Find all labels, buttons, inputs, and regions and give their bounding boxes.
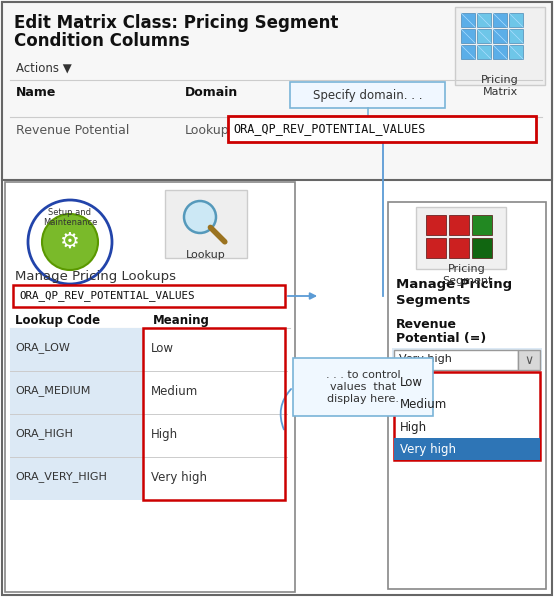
Bar (5, 182, 295, 592)
Bar (10, 328, 143, 371)
Text: Setup and
Maintenance: Setup and Maintenance (43, 208, 97, 227)
Bar (477, 45, 491, 59)
Text: ORA_LOW: ORA_LOW (15, 342, 70, 353)
Text: Actions ▼: Actions ▼ (16, 62, 72, 75)
Circle shape (28, 200, 112, 284)
Text: Lookup:: Lookup: (185, 124, 234, 137)
Circle shape (42, 214, 98, 270)
Text: Meaning: Meaning (153, 314, 210, 327)
Bar (449, 215, 469, 235)
Text: Low: Low (151, 342, 174, 355)
Circle shape (184, 201, 216, 233)
Text: Very high: Very high (399, 354, 452, 364)
Bar (10, 457, 143, 500)
Bar (477, 29, 491, 43)
Text: ⚙: ⚙ (60, 232, 80, 252)
Text: Revenue: Revenue (396, 318, 457, 331)
Text: Medium: Medium (400, 399, 447, 411)
Text: ORA_QP_REV_POTENTIAL_VALUES: ORA_QP_REV_POTENTIAL_VALUES (233, 122, 425, 135)
Text: Specify domain. . .: Specify domain. . . (313, 88, 422, 101)
Text: Medium: Medium (151, 385, 198, 398)
Text: ORA_VERY_HIGH: ORA_VERY_HIGH (15, 471, 107, 482)
Text: High: High (400, 420, 427, 433)
Bar (394, 372, 540, 460)
Text: Revenue Potential: Revenue Potential (16, 124, 130, 137)
Text: Edit Matrix Class: Pricing Segment: Edit Matrix Class: Pricing Segment (14, 14, 338, 32)
Text: ORA_MEDIUM: ORA_MEDIUM (15, 385, 90, 396)
Bar (426, 238, 446, 258)
Text: Low: Low (400, 377, 423, 389)
Bar (392, 348, 542, 370)
Bar (472, 215, 492, 235)
Bar (416, 207, 506, 269)
Bar (509, 45, 523, 59)
Text: Potential (=): Potential (=) (396, 332, 486, 345)
Bar (493, 13, 507, 27)
Text: Lookup Code: Lookup Code (15, 314, 100, 327)
Text: ∨: ∨ (525, 353, 534, 367)
Bar (477, 13, 491, 27)
Text: . . . to control
values  that
display here.: . . . to control values that display her… (326, 370, 401, 404)
Text: Manage Pricing: Manage Pricing (396, 278, 512, 291)
Bar (394, 350, 518, 370)
Text: Name: Name (16, 86, 57, 99)
Text: Condition Columns: Condition Columns (14, 32, 190, 50)
Bar (228, 116, 536, 142)
Bar (461, 13, 475, 27)
Bar (461, 29, 475, 43)
Bar (394, 438, 540, 460)
Bar (461, 45, 475, 59)
Bar (455, 7, 545, 85)
Bar (426, 215, 446, 235)
Bar (165, 190, 247, 258)
Bar (293, 358, 433, 416)
Bar (472, 238, 492, 258)
Bar (143, 328, 285, 500)
Text: ORA_HIGH: ORA_HIGH (15, 428, 73, 439)
Bar (10, 371, 143, 414)
Text: Very high: Very high (400, 442, 456, 456)
Bar (493, 45, 507, 59)
Bar (290, 82, 445, 108)
Text: Manage Pricing Lookups: Manage Pricing Lookups (15, 270, 176, 283)
Bar (518, 350, 540, 370)
Bar (449, 238, 469, 258)
Text: Pricing
Matrix: Pricing Matrix (481, 75, 519, 97)
Bar (2, 2, 552, 180)
Text: High: High (151, 428, 178, 441)
Text: Lookup: Lookup (186, 250, 226, 260)
Text: ORA_QP_REV_POTENTIAL_VALUES: ORA_QP_REV_POTENTIAL_VALUES (19, 290, 194, 301)
Text: Segments: Segments (396, 294, 470, 307)
Text: Domain: Domain (185, 86, 238, 99)
Bar (388, 202, 546, 589)
Bar (509, 29, 523, 43)
Bar (493, 29, 507, 43)
Text: Pricing
Segment: Pricing Segment (442, 264, 492, 285)
Bar (509, 13, 523, 27)
Bar (13, 285, 285, 307)
Bar (10, 414, 143, 457)
Text: Very high: Very high (151, 471, 207, 484)
